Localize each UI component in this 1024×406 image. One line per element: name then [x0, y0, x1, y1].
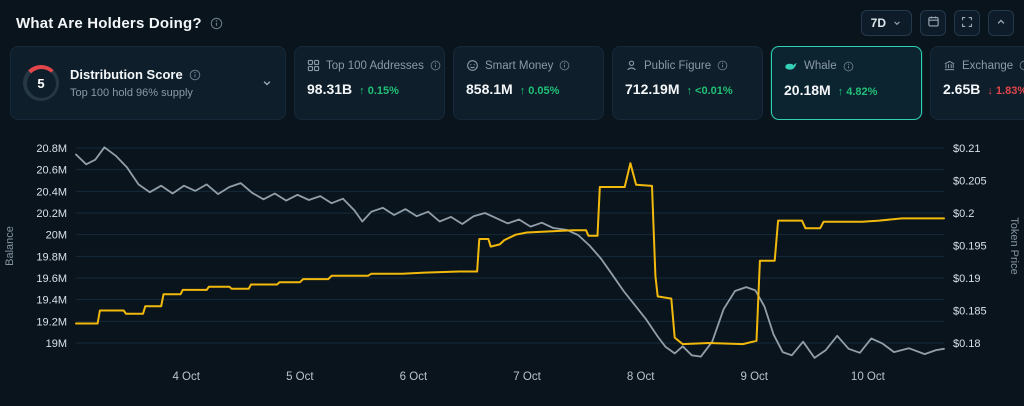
distribution-score-card[interactable]: 5 Distribution Score Top 100 hold 96% su… [10, 46, 286, 120]
stat-card-whale[interactable]: Whale 20.18M ↑ 4.82% [771, 46, 922, 120]
right-axis-tick: $0.205 [953, 176, 987, 188]
right-axis-tick: $0.185 [953, 306, 987, 318]
left-axis-tick: 20.8M [36, 143, 67, 155]
expand-button[interactable] [954, 10, 980, 36]
stat-value: 98.31B [307, 81, 353, 97]
left-axis-tick: 20.4M [36, 186, 67, 198]
x-axis-tick: 5 Oct [286, 371, 314, 383]
left-axis-tick: 19.6M [36, 273, 67, 285]
holders-chart[interactable]: 20.8M 20.6M 20.4M 20.2M 20M 19.8M 19.6M 19.4M 19… [0, 128, 1024, 406]
timeframe-value: 7D [870, 16, 886, 30]
chevron-down-icon[interactable] [261, 77, 273, 89]
stat-label: Whale [804, 60, 837, 72]
chevron-up-icon [995, 16, 1007, 31]
left-axis-tick: 19.2M [36, 316, 67, 328]
stat-card-public-figure[interactable]: Public Figure 712.19M ↑ <0.01% [612, 46, 763, 120]
stats-cards-row: 5 Distribution Score Top 100 hold 96% su… [10, 46, 1024, 120]
stat-label: Exchange [962, 59, 1014, 72]
expand-icon [961, 16, 973, 31]
token-price-line [75, 146, 945, 359]
x-axis-tick: 7 Oct [513, 371, 541, 383]
stat-value: 2.65B [943, 81, 981, 97]
left-axis-tick: 19M [46, 338, 67, 350]
stat-label: Public Figure [644, 59, 712, 72]
stat-change: ↑ 4.82% [837, 86, 878, 98]
x-axis-tick: 6 Oct [400, 371, 428, 383]
right-axis-tick: $0.2 [953, 208, 974, 220]
right-axis-tick: $0.19 [953, 273, 981, 285]
stat-change: ↑ <0.01% [686, 85, 733, 97]
left-axis-tick: 20.2M [36, 208, 67, 220]
right-axis-title: Token Price [1008, 217, 1020, 274]
stat-value: 20.18M [784, 82, 831, 98]
panel-header: What Are Holders Doing? 7D [16, 8, 1014, 38]
stat-change: ↓ 1.83% [987, 85, 1024, 97]
stat-label: Top 100 Addresses [326, 59, 424, 72]
stat-card-smart-money[interactable]: Smart Money 858.1M ↑ 0.05% [453, 46, 604, 120]
distribution-score-subtitle: Top 100 hold 96% supply [70, 87, 193, 99]
left-axis-tick: 20M [46, 230, 67, 242]
distribution-score-label: Distribution Score [70, 67, 183, 82]
left-axis-tick: 20.6M [36, 165, 67, 177]
title-info-icon[interactable] [210, 17, 223, 30]
timeframe-dropdown[interactable]: 7D [860, 10, 912, 36]
info-icon[interactable] [189, 69, 201, 81]
x-axis-tick: 9 Oct [741, 371, 769, 383]
stat-card-exchange[interactable]: Exchange 2.65B ↓ 1.83% [930, 46, 1024, 120]
stat-card-top-100-addresses[interactable]: Top 100 Addresses 98.31B ↑ 0.15% [294, 46, 445, 120]
left-axis-tick: 19.8M [36, 251, 67, 263]
right-axis-tick: $0.18 [953, 338, 981, 350]
collapse-button[interactable] [988, 10, 1014, 36]
stat-change: ↑ 0.15% [359, 85, 399, 97]
distribution-score-value: 5 [26, 68, 56, 98]
whale-icon [784, 59, 798, 73]
calendar-icon [927, 15, 940, 31]
calendar-button[interactable] [920, 10, 946, 36]
x-axis-tick: 4 Oct [172, 371, 200, 383]
left-axis-tick: 19.4M [36, 295, 67, 307]
info-icon[interactable] [717, 60, 728, 71]
coin-icon [466, 59, 479, 72]
bank-icon [943, 59, 956, 72]
stat-label: Smart Money [485, 59, 554, 72]
info-icon[interactable] [430, 60, 441, 71]
right-axis-tick: $0.195 [953, 241, 987, 253]
balance-line [75, 162, 945, 346]
info-icon[interactable] [843, 61, 854, 72]
person-icon [625, 59, 638, 72]
chevron-down-icon [892, 18, 902, 28]
x-axis-tick: 8 Oct [627, 371, 655, 383]
left-axis-title: Balance [4, 226, 16, 266]
right-axis-tick: $0.21 [953, 143, 981, 155]
page-title: What Are Holders Doing? [16, 14, 202, 32]
holders-chart-svg[interactable]: 20.8M 20.6M 20.4M 20.2M 20M 19.8M 19.6M 19.4M 19… [0, 128, 1024, 406]
info-icon[interactable] [1019, 60, 1024, 71]
info-icon[interactable] [559, 60, 570, 71]
grid-icon [307, 59, 320, 72]
stat-value: 712.19M [625, 81, 680, 97]
stat-change: ↑ 0.05% [519, 85, 560, 97]
distribution-score-ring: 5 [23, 65, 59, 101]
x-axis-tick: 10 Oct [851, 371, 886, 383]
stat-value: 858.1M [466, 81, 513, 97]
